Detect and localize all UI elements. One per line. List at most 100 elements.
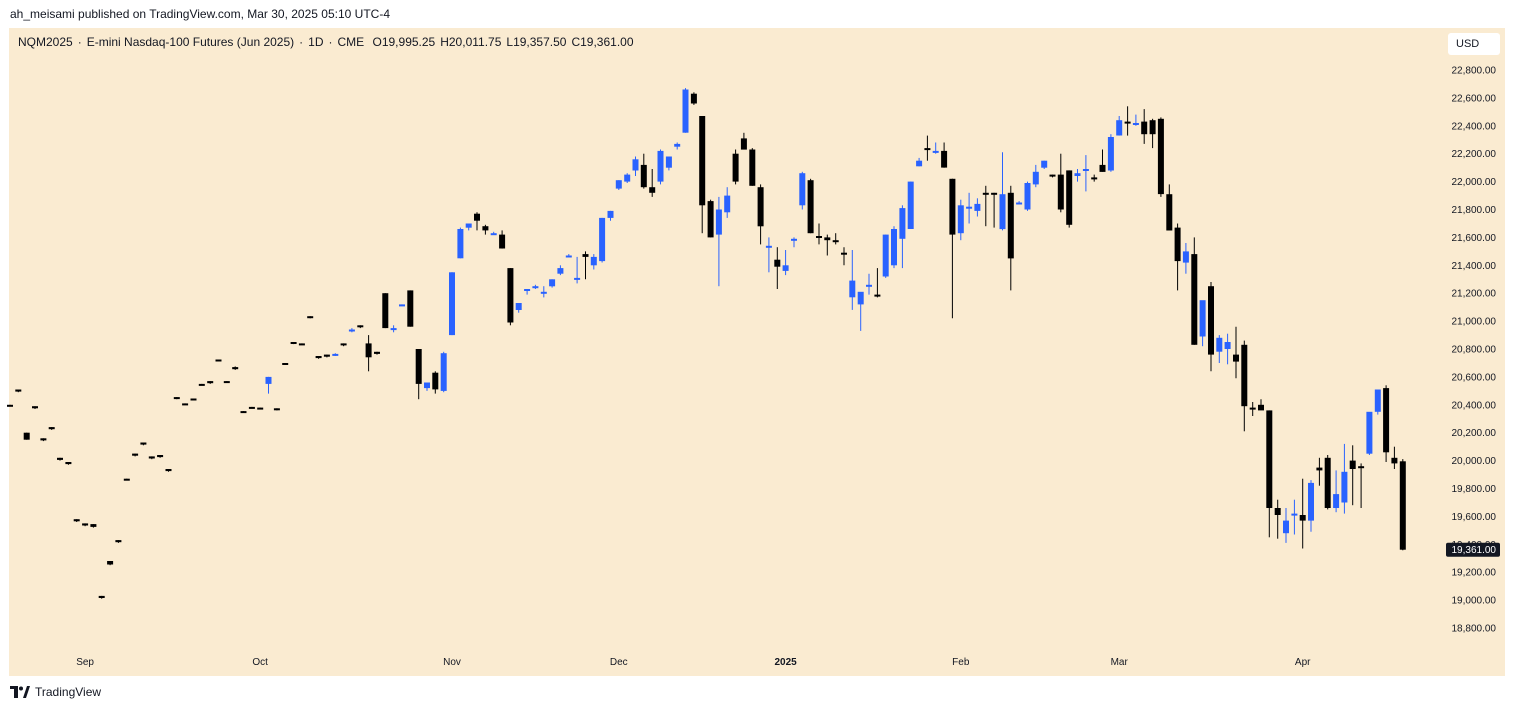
candle <box>882 234 889 278</box>
candle-body <box>699 116 706 206</box>
candle <box>290 342 297 345</box>
candle <box>182 403 189 406</box>
chart-area[interactable] <box>9 28 1505 676</box>
currency-button[interactable]: USD <box>1448 33 1500 55</box>
candle-body <box>115 540 122 543</box>
candle-body <box>1249 407 1256 410</box>
candle-body <box>732 153 739 182</box>
x-tick-label: Mar <box>1111 657 1129 668</box>
candle <box>107 561 114 566</box>
candle-body <box>515 303 522 310</box>
candle <box>474 212 480 231</box>
candle-body <box>407 290 414 327</box>
candle <box>1241 340 1248 432</box>
candle <box>549 279 556 288</box>
candle-body <box>157 455 164 458</box>
candle-body <box>348 329 355 332</box>
candle <box>1208 282 1214 372</box>
candle-body <box>1174 227 1181 262</box>
candle-body <box>866 284 872 287</box>
candle-body <box>665 156 672 168</box>
candle-body <box>107 561 114 565</box>
candle <box>732 149 739 185</box>
symbol-ticker[interactable]: NQM2025 <box>18 35 73 49</box>
candle <box>207 381 214 384</box>
candle-body <box>907 181 914 229</box>
candle-body <box>765 245 772 248</box>
candle-body <box>874 294 881 297</box>
candle-body <box>991 192 998 195</box>
candle-body <box>799 173 806 206</box>
candle-body <box>1166 194 1173 231</box>
candle-body <box>1283 520 1289 534</box>
candle <box>357 325 364 329</box>
candle-body <box>690 93 697 104</box>
candle <box>140 442 147 446</box>
candle-body <box>1032 171 1039 185</box>
candle-body <box>282 363 289 365</box>
candle-body <box>565 255 572 258</box>
candle <box>632 156 639 176</box>
last-price-label: 19,361.00 <box>1452 545 1497 556</box>
candle <box>1308 480 1314 532</box>
candle <box>490 231 497 236</box>
candle-body <box>724 195 731 213</box>
candle-body <box>1074 173 1081 176</box>
candle-body <box>482 226 489 231</box>
candle <box>682 88 689 133</box>
candle-body <box>1216 337 1223 352</box>
candle-body <box>1224 342 1231 349</box>
candle-body <box>899 208 906 239</box>
candle-body <box>949 178 956 235</box>
candle <box>1124 106 1131 136</box>
candle <box>1032 164 1039 188</box>
tradingview-brand[interactable]: TradingView <box>10 685 101 699</box>
candle-body <box>399 304 405 307</box>
candle-body <box>298 343 305 346</box>
candle <box>1283 508 1289 543</box>
candle <box>624 173 631 183</box>
y-tick-label: 21,400.00 <box>1452 261 1497 272</box>
candle-body <box>774 259 781 267</box>
candle-body <box>173 397 180 400</box>
candle-body <box>1299 515 1306 521</box>
candle <box>1074 169 1081 182</box>
candle-body <box>82 523 89 526</box>
candle-body <box>607 210 614 218</box>
candle <box>891 226 897 269</box>
y-tick-label: 21,000.00 <box>1452 317 1497 328</box>
candle-body <box>1241 344 1248 407</box>
candle-body <box>449 272 455 336</box>
candle-body <box>207 381 214 384</box>
candle <box>1016 201 1023 205</box>
candle-body <box>582 254 589 257</box>
candle-body <box>941 150 948 168</box>
candle <box>1082 155 1089 192</box>
candle <box>649 169 656 197</box>
last-price-tag-bg <box>1446 542 1500 557</box>
candle-body <box>1107 137 1114 171</box>
candle-body <box>257 407 264 410</box>
candle <box>874 268 881 298</box>
candle-body <box>465 223 472 228</box>
separator-dot: · <box>299 35 304 49</box>
candle-body <box>40 438 47 441</box>
candle-body <box>1007 192 1014 259</box>
interval-label[interactable]: 1D <box>308 35 324 49</box>
candle-body <box>32 406 38 409</box>
candle <box>690 92 697 105</box>
candle <box>540 286 547 298</box>
candle <box>323 354 330 358</box>
candle <box>957 199 964 241</box>
candle-body <box>357 325 364 328</box>
candle <box>849 250 856 310</box>
candle-body <box>323 354 330 357</box>
last-price-tag: 19,361.00 <box>1446 542 1500 557</box>
candle-body <box>1141 121 1148 135</box>
candle-body <box>1374 389 1381 412</box>
candle-body <box>1366 411 1373 454</box>
candle-body <box>891 229 897 266</box>
candle-body <box>682 89 689 133</box>
candle-body <box>624 174 631 182</box>
